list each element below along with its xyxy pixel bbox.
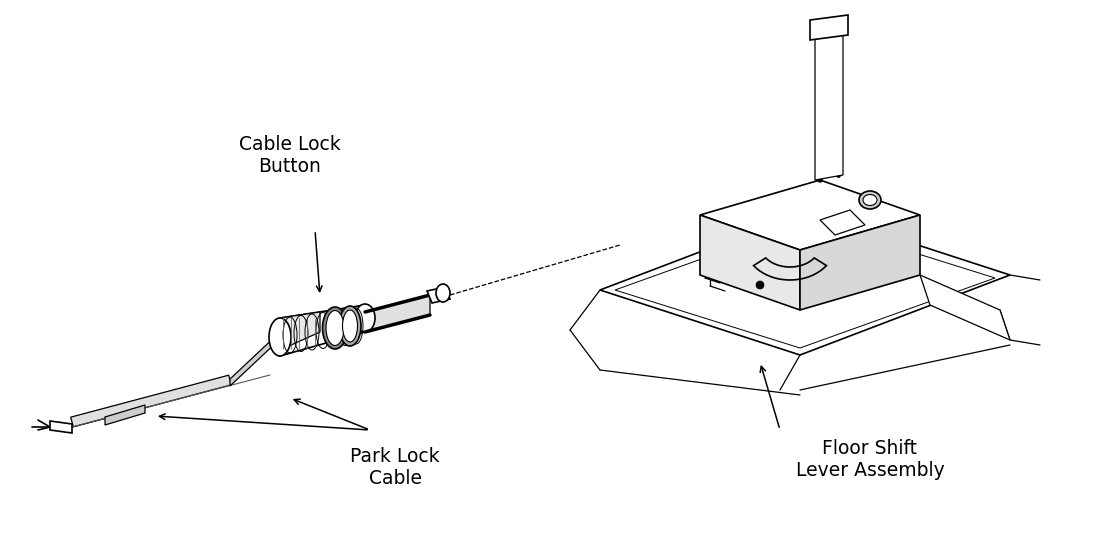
Ellipse shape [323,307,348,349]
Ellipse shape [859,191,881,209]
Polygon shape [70,375,231,427]
Ellipse shape [269,318,291,356]
Text: Cable Lock
Button: Cable Lock Button [239,135,341,176]
Polygon shape [920,275,1010,340]
Polygon shape [600,210,1010,355]
Polygon shape [810,15,848,40]
Ellipse shape [342,310,358,342]
Polygon shape [427,287,450,303]
Circle shape [756,281,764,289]
Polygon shape [800,215,920,310]
Text: Floor Shift
Lever Assembly: Floor Shift Lever Assembly [795,439,945,481]
Ellipse shape [355,304,375,332]
Polygon shape [819,210,866,235]
Ellipse shape [863,194,877,206]
Ellipse shape [436,284,450,302]
Polygon shape [105,405,145,425]
Ellipse shape [339,306,361,346]
Ellipse shape [326,310,344,345]
Polygon shape [280,305,365,356]
Polygon shape [700,180,920,250]
Polygon shape [50,421,72,433]
Polygon shape [230,332,280,386]
Polygon shape [700,215,800,310]
Polygon shape [280,312,320,350]
Polygon shape [815,30,842,180]
Polygon shape [365,295,430,332]
Text: Park Lock
Cable: Park Lock Cable [350,447,440,489]
